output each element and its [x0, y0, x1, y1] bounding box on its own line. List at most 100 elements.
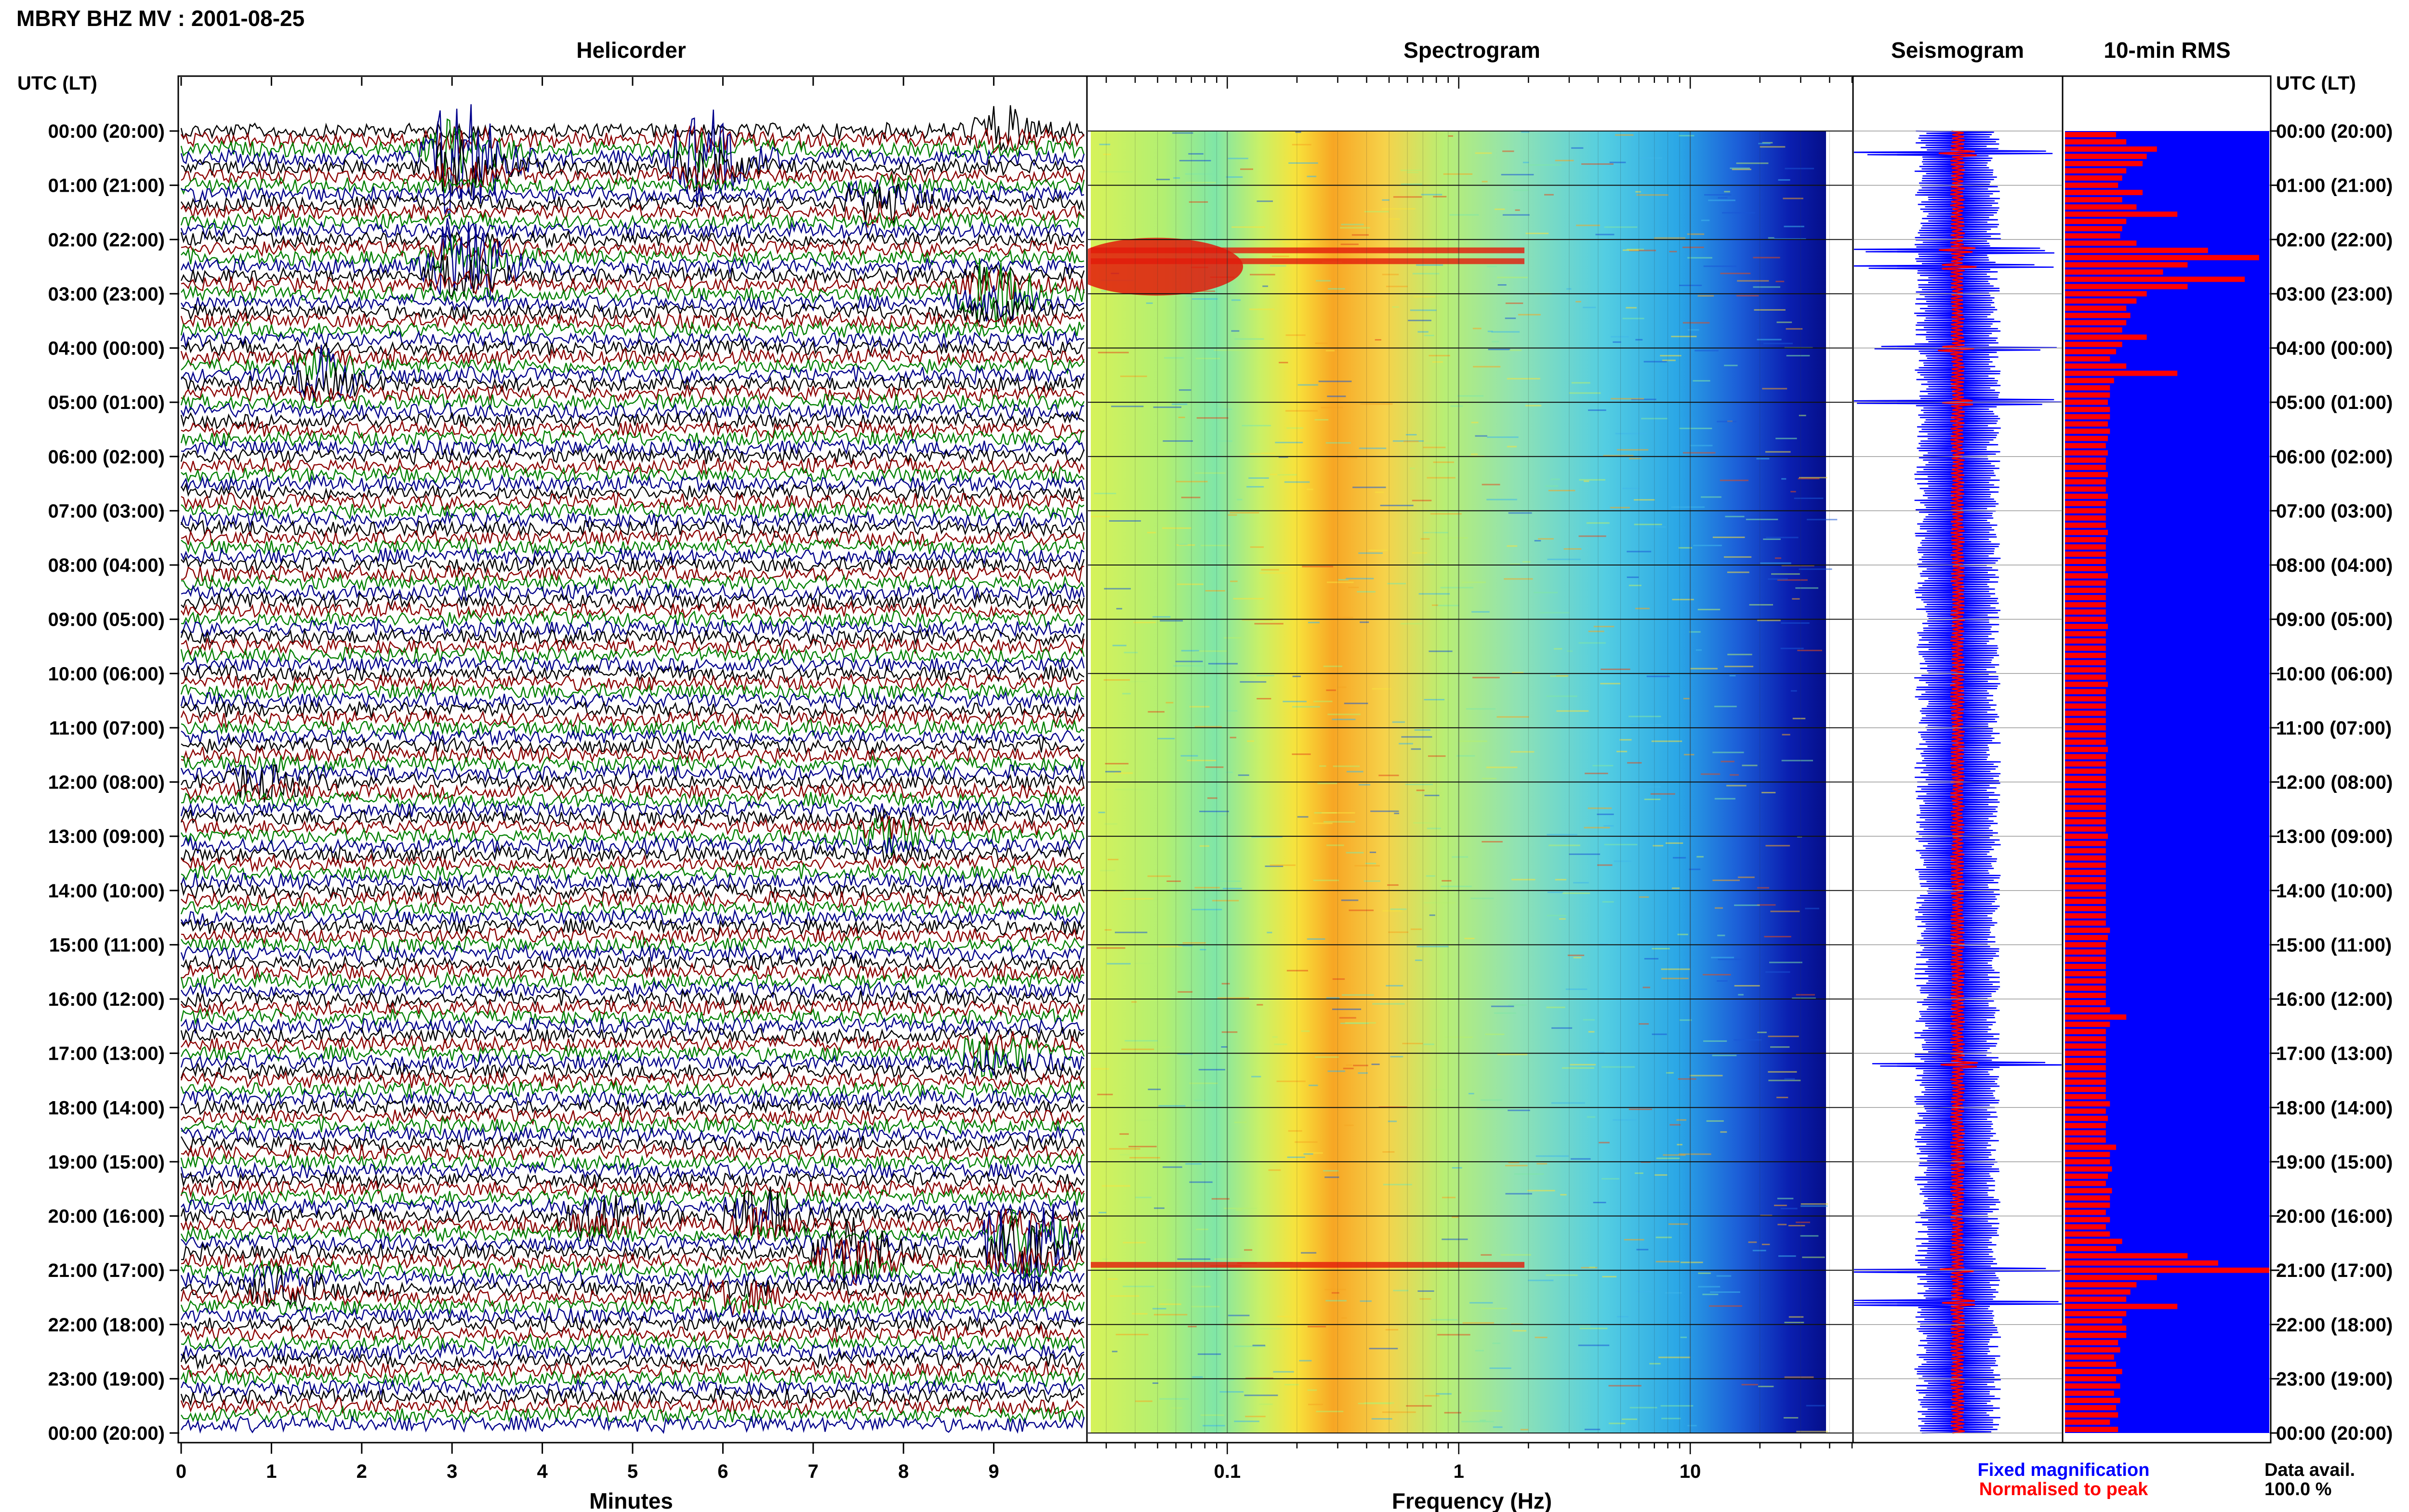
spectrogram-streak: [1655, 1236, 1672, 1238]
helicorder-trace-line: [181, 564, 1085, 584]
spectrogram-streak: [1414, 729, 1430, 731]
spectrogram-streak: [1091, 515, 1110, 517]
rms-bar: [2065, 942, 2106, 947]
rms-bar: [2065, 1058, 2106, 1064]
rms-bar: [2065, 472, 2108, 477]
spectrogram-streak: [1250, 546, 1264, 548]
spectrogram-streak: [1369, 852, 1377, 853]
spectrogram-streak: [1214, 408, 1232, 410]
spectrogram-streak: [1177, 583, 1204, 585]
spectrogram-streak: [1440, 587, 1474, 589]
rms-bar: [2065, 1238, 2122, 1244]
spectrogram-streak: [1152, 616, 1171, 618]
spectrogram-streak: [1388, 218, 1400, 220]
time-label: 01:00 (21:00): [48, 175, 165, 197]
spectrogram-streak: [1627, 576, 1639, 578]
time-label: 17:00 (13:00): [48, 1043, 165, 1065]
spectrogram-streak: [1260, 452, 1276, 454]
spectrogram-streak: [1413, 296, 1436, 298]
spectrogram-streak: [1401, 623, 1422, 625]
spectrogram-streak: [1639, 157, 1663, 159]
helicorder-trace-line: [180, 1209, 1085, 1262]
rms-bar: [2065, 1318, 2122, 1324]
spectrogram-streak: [1122, 898, 1153, 900]
rms-bar: [2065, 1253, 2188, 1259]
utc-lt-left-label: UTC (LT): [17, 73, 97, 94]
spectrogram-streak: [1581, 1267, 1598, 1269]
spectrogram-streak: [1346, 852, 1364, 854]
spectrogram-streak: [1432, 361, 1443, 363]
spectrogram-streak: [1418, 593, 1450, 595]
spectrogram-streak: [1777, 579, 1808, 581]
helicorder-trace-line: [181, 237, 1085, 262]
spectrogram-streak: [1714, 798, 1735, 800]
spectrogram-streak: [1104, 929, 1112, 931]
spectrogram-streak: [1229, 1379, 1234, 1381]
spectrogram-streak: [1651, 740, 1682, 742]
spectrogram-streak: [1727, 571, 1749, 573]
spectrogram-streak: [1120, 375, 1147, 377]
spectrogram-streak: [1799, 415, 1806, 417]
spectrogram-streak: [1602, 1178, 1620, 1180]
spectrogram-streak: [1710, 1291, 1740, 1293]
spectrogram-streak: [1669, 250, 1677, 252]
spectrogram-streak: [1629, 250, 1656, 251]
spectrogram-streak: [1587, 1116, 1596, 1118]
spectrogram-streak: [1768, 1036, 1799, 1038]
spectrogram-streak: [1629, 1407, 1657, 1408]
spectrogram-streak: [1679, 427, 1712, 429]
time-label: 00:00 (20:00): [48, 121, 165, 142]
time-label: 16:00 (12:00): [2276, 989, 2393, 1010]
rms-bar: [2065, 342, 2122, 347]
spectrogram-streak: [1392, 306, 1399, 308]
helicorder-trace-line: [180, 1032, 1085, 1079]
spectrogram-streak: [1609, 161, 1626, 163]
spectrogram-streak: [1332, 1008, 1362, 1010]
spectrogram-streak: [1109, 1148, 1140, 1150]
spectrogram-streak: [1535, 1155, 1569, 1157]
helicorder-trace-line: [180, 104, 1085, 219]
spectrogram-streak: [1738, 994, 1744, 996]
spectrogram-streak: [1508, 1004, 1527, 1006]
spectrogram-streak: [1604, 843, 1638, 845]
spectrogram-streak: [1571, 147, 1584, 149]
spectrogram-streak: [1784, 1322, 1804, 1324]
spectrogram-streak: [1156, 179, 1170, 181]
hour-gridlines: [170, 130, 2279, 1434]
rms-bar: [2065, 754, 2106, 760]
spectrogram-streak: [1433, 461, 1454, 463]
spectrogram-streak: [1754, 309, 1786, 311]
spectrogram-streak: [1408, 319, 1431, 321]
spectrogram-streak: [1563, 548, 1582, 550]
legend-fixed-magnification: Fixed magnification: [1978, 1460, 2150, 1480]
helicorder-trace-line: [181, 269, 1085, 302]
spectrogram-streak: [1426, 875, 1435, 877]
spectrogram-streak: [1099, 171, 1133, 173]
spectrogram-streak: [1170, 1407, 1183, 1409]
spectrogram-streak: [1639, 1023, 1649, 1025]
spectrogram-streak: [1635, 1172, 1643, 1174]
helicorder-trace-line: [180, 1405, 1085, 1425]
spectrogram-streak: [1119, 1133, 1129, 1135]
rms-bar: [2065, 305, 2127, 311]
spectrogram-streak: [1554, 648, 1562, 650]
helicorder-trace-line: [180, 201, 1085, 229]
rms-bar: [2065, 1036, 2106, 1042]
rms-bar: [2065, 204, 2137, 210]
spectrogram-streak: [1267, 932, 1272, 933]
spectrogram-streak: [1251, 1076, 1261, 1078]
helicorder-trace-line: [180, 1186, 1085, 1242]
spectrogram-streak: [1369, 1348, 1398, 1350]
time-label: 05:00 (01:00): [48, 392, 165, 413]
spectrogram-streak: [1123, 1242, 1146, 1244]
rms-bar: [2065, 1217, 2110, 1223]
time-label: 07:00 (03:00): [2276, 500, 2393, 522]
spectrogram-streak: [1226, 710, 1238, 712]
rms-bar: [2065, 848, 2106, 854]
spectrogram-streak: [1797, 649, 1822, 651]
spectrogram-streak: [1326, 581, 1354, 583]
spectrogram-streak: [1100, 869, 1115, 871]
spectrogram-streak: [1358, 552, 1383, 554]
spectrogram-streak: [1452, 1167, 1462, 1169]
spectrogram-streak: [1192, 1376, 1203, 1378]
